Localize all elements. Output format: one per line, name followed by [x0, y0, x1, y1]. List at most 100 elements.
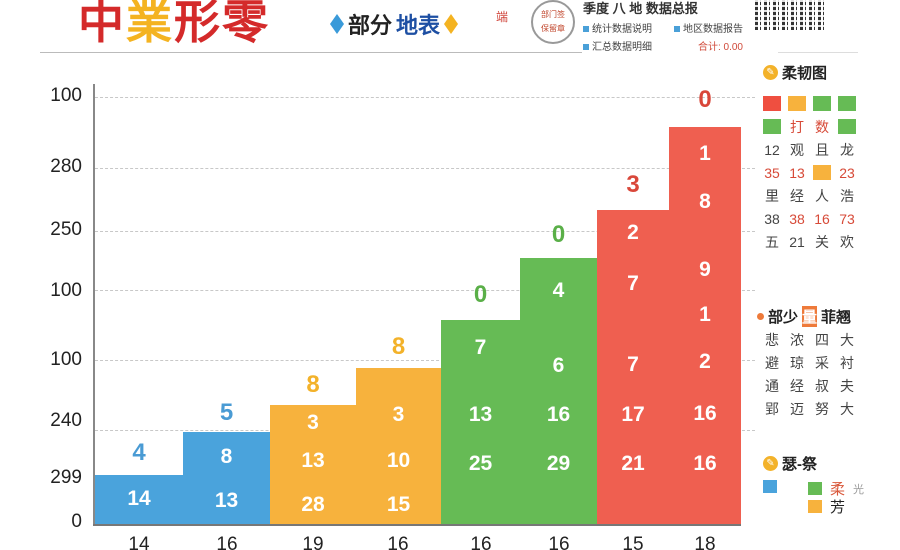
legend-cell: 数	[815, 119, 829, 135]
y-tick-label: 280	[50, 156, 82, 177]
x-tick-label: 15	[622, 534, 644, 550]
legend-item-note: 光	[853, 483, 865, 496]
legend-item-orange[interactable]: 芳	[808, 496, 845, 517]
legend-cell: 打	[790, 119, 804, 135]
info-row-left: 统计数据说明	[583, 20, 652, 35]
y-tick-label: 299	[50, 467, 82, 488]
legend-cell: 龙	[840, 142, 854, 158]
legend-cell: 大	[840, 332, 854, 348]
legend-swatch-orange[interactable]	[813, 165, 831, 180]
bullet-icon	[583, 44, 589, 51]
bar-segment-label: 21	[621, 452, 645, 475]
legend-cell: 里	[765, 188, 779, 204]
legend-cell: 35	[764, 165, 780, 181]
legend-grid-1: 打 数 12 观 且 龙 35 13 23 里 经 人 浩 38 38 16 7…	[761, 96, 858, 250]
chart-title-part-1: 部分	[348, 13, 393, 38]
qr-code-icon	[755, 0, 827, 30]
stamp-line-1: 部门签	[541, 10, 565, 19]
legend-cell: 采	[815, 355, 829, 371]
divider	[778, 52, 858, 53]
legend-cell: 经	[790, 378, 804, 394]
legend-swatch-green[interactable]	[763, 119, 781, 134]
bar-segment-label: 2	[699, 350, 711, 373]
logo-part-2: 業	[126, 0, 174, 48]
bar-segment-label: 7	[474, 336, 487, 359]
bar[interactable]: 3 2 7 7 17 21	[597, 172, 669, 525]
legend-swatch-green[interactable]	[838, 96, 856, 111]
legend-item-label: 芳	[830, 499, 846, 516]
x-tick-label: 16	[216, 534, 238, 550]
legend-swatch-green[interactable]	[838, 119, 856, 134]
bar-segment-label: 8	[220, 445, 233, 468]
stamp-line-2: 保留章	[541, 24, 565, 33]
legend-section-2-title: 部少量菲翘	[757, 306, 851, 327]
legend-swatch-blue	[763, 480, 777, 493]
mini-mark: 端	[496, 10, 509, 24]
bar-segment-label: 13	[301, 449, 325, 472]
bar[interactable]: 8 3 10 15	[356, 334, 441, 525]
bar-top-label: 5	[219, 399, 234, 426]
legend-cell: 观	[790, 142, 804, 158]
bar[interactable]: 5 8 13	[183, 400, 270, 525]
diamond-icon	[330, 14, 344, 34]
bar[interactable]: 0 1 8 9 1 2 16 16	[669, 87, 741, 525]
bar[interactable]: 0 4 6 16 29	[520, 222, 597, 525]
bar-segment-label: 17	[621, 403, 645, 426]
legend-section-1-title: ✎ 柔韧图	[763, 62, 827, 83]
pencil-icon: ✎	[763, 456, 778, 471]
legend-cell: 且	[815, 142, 829, 158]
legend-cell: 12	[764, 142, 780, 158]
legend-swatch-red[interactable]	[763, 96, 781, 111]
legend-cell: 21	[789, 234, 805, 250]
legend-item-label: 柔	[830, 481, 846, 498]
bar-top-label: 8	[391, 333, 406, 360]
y-tick-label: 240	[50, 410, 82, 431]
legend-cell: 23	[839, 165, 855, 181]
bar-segment-label: 3	[392, 403, 405, 426]
info-title: 季度 八 地 数据总报	[583, 1, 698, 16]
x-tick-label: 16	[387, 534, 409, 550]
legend-swatch-green[interactable]	[813, 96, 831, 111]
y-tick-label: 0	[71, 511, 82, 532]
legend-cell: 努	[815, 401, 829, 417]
x-tick-label: 16	[470, 534, 492, 550]
sparkle-icon	[444, 14, 459, 34]
y-tick-label: 100	[50, 85, 82, 106]
legend-item-blue[interactable]	[763, 480, 777, 493]
bar-segment-label: 1	[699, 303, 711, 326]
bar[interactable]: 4 14	[95, 440, 183, 525]
bar-segment-label: 16	[693, 452, 717, 475]
bar[interactable]: 8 3 13 28	[270, 372, 356, 525]
pencil-icon: ✎	[763, 65, 778, 80]
bullet-icon	[583, 26, 589, 33]
bar-segment-label: 29	[546, 452, 571, 475]
legend-swatch-orange	[808, 500, 822, 513]
y-axis	[93, 84, 95, 526]
bar[interactable]: 0 7 13 25	[441, 282, 520, 525]
bar-segment-label: 10	[386, 449, 411, 472]
bar-segment-label: 16	[546, 403, 571, 426]
logo: 中業形零	[78, 0, 270, 52]
gridline	[95, 231, 755, 232]
x-tick-label: 18	[694, 534, 716, 550]
bar-top-label: 0	[473, 281, 488, 308]
legend-cell: 四	[815, 332, 829, 348]
bullet-icon	[757, 313, 764, 320]
legend-cell: 38	[764, 211, 780, 227]
legend-grid-2: 悲 浓 四 大 避 琼 采 衬 通 经 叔 夫 郢 迈 努 大	[761, 332, 858, 417]
legend-cell: 浓	[790, 332, 804, 348]
bar-segment-label: 13	[468, 403, 493, 426]
legend-item-green[interactable]: 柔 光	[808, 478, 864, 499]
bar-segment-label: 16	[693, 402, 717, 425]
legend-cell: 13	[789, 165, 805, 181]
bar-segment-label: 14	[127, 487, 151, 510]
gridline	[95, 168, 755, 169]
bar-segment-label: 3	[307, 411, 319, 434]
legend-swatch-orange[interactable]	[788, 96, 806, 111]
legend-cell: 避	[765, 355, 779, 371]
legend-cell: 人	[815, 188, 829, 204]
y-tick-label: 250	[50, 219, 82, 240]
legend-cell: 通	[765, 378, 779, 394]
divider	[290, 52, 582, 53]
